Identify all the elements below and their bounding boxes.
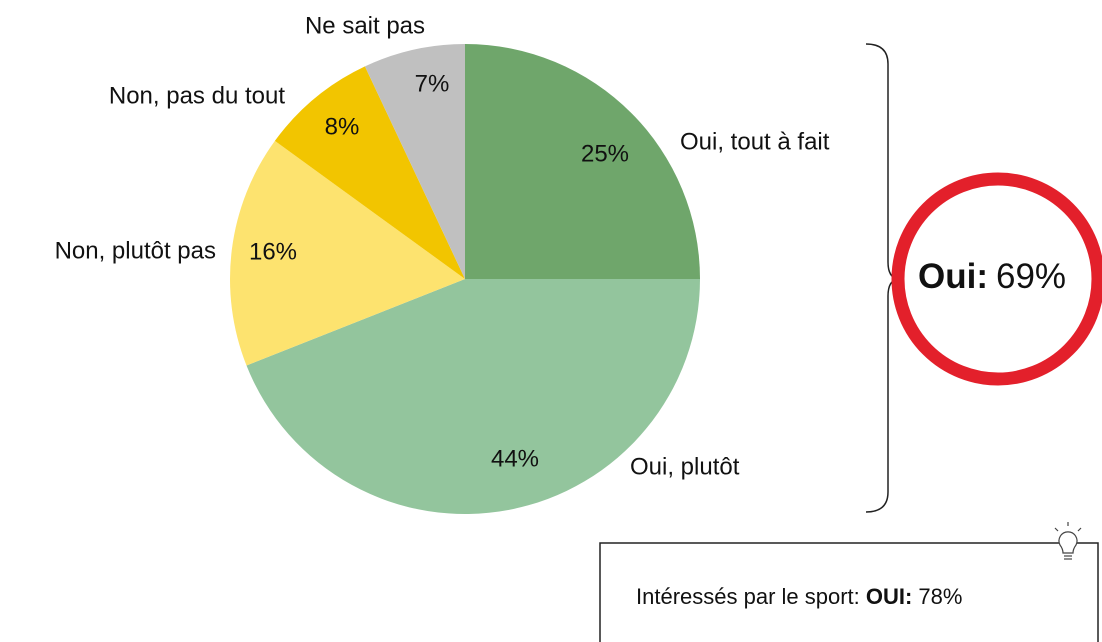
pie-slice [274,66,465,279]
pie-slice [246,279,700,514]
value-label: 25% [581,140,629,167]
annotation: Oui: 69% [918,257,1066,296]
pie-slice [230,140,465,366]
highlight-circle [891,172,1102,386]
category-label: Non, plutôt pas [55,237,216,264]
note-text: Intéressés par le sport: [636,584,866,609]
bulb-icon [1054,522,1082,560]
value-label: 8% [325,113,360,140]
note-value: 78% [918,584,962,609]
value-label: 44% [491,445,539,472]
category-label: Ne sait pas [305,12,425,39]
pie-slice [364,44,465,279]
annotation-label: Oui: [918,257,988,296]
note: Intéressés par le sport: OUI: 78% [636,584,962,609]
annotation-value: 69% [996,257,1066,296]
category-label: Oui, tout à fait [680,128,830,155]
note-emphasis: OUI: [866,584,912,609]
value-label: 7% [415,70,450,97]
note-box [599,542,1099,642]
pie-slice [465,44,700,279]
category-label: Oui, plutôt [630,453,740,480]
value-label: 16% [249,238,297,265]
category-label: Non, pas du tout [109,82,285,109]
